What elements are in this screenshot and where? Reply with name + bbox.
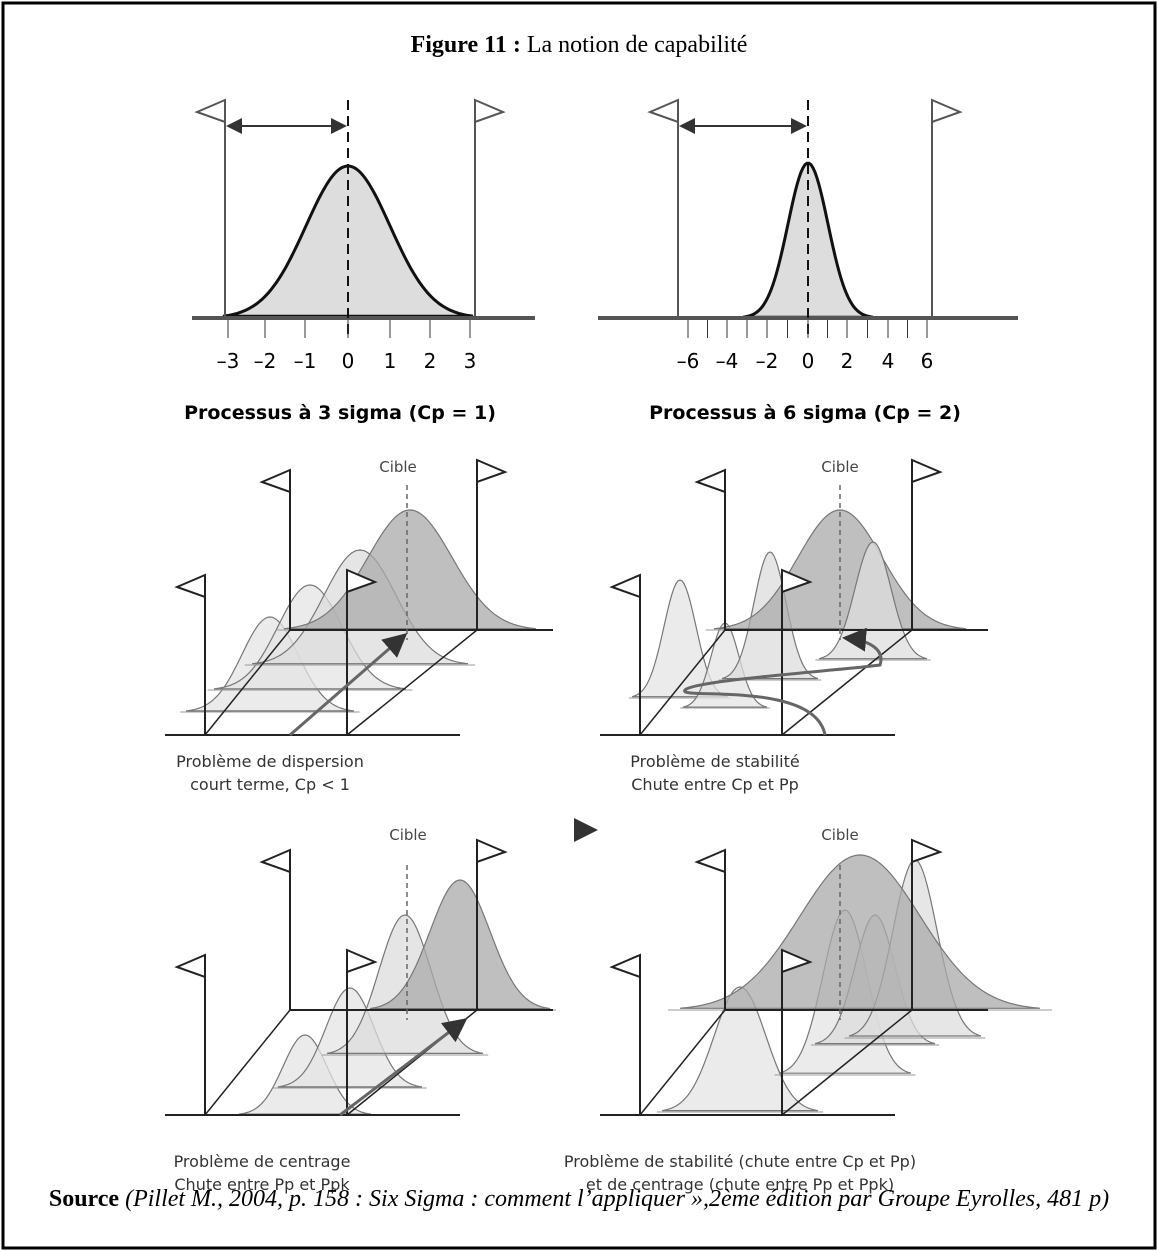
capability-diagram [165, 840, 556, 1115]
caption: Problème de dispersion [176, 752, 364, 771]
tick-label: –2 [254, 349, 277, 373]
flag [262, 470, 290, 492]
flag [650, 100, 678, 122]
flag [612, 575, 640, 597]
tick-label: –4 [716, 349, 739, 373]
distribution [680, 855, 1040, 1008]
caption: Processus à 6 sigma (Cp = 2) [649, 402, 961, 424]
caption: Processus à 3 sigma (Cp = 1) [184, 402, 496, 424]
flag [912, 460, 940, 482]
source-label: Source [49, 1186, 119, 1212]
tick-label: 4 [882, 349, 895, 373]
tick-label: 0 [802, 349, 815, 373]
target-label: Cible [389, 826, 427, 844]
tick-label: 1 [384, 349, 397, 373]
tick-label: 2 [424, 349, 437, 373]
flag [612, 955, 640, 977]
flag [177, 955, 205, 977]
target-label: Cible [379, 458, 417, 476]
flag [347, 950, 375, 972]
tick-label: 6 [921, 349, 934, 373]
target-label: Cible [821, 826, 859, 844]
target-label: Cible [821, 458, 859, 476]
tick-label: –1 [294, 349, 317, 373]
capability-diagram [165, 460, 553, 735]
process-diagram: –3 –2 –1 0 1 2 3 [192, 100, 535, 373]
tick-label: 2 [841, 349, 854, 373]
process-diagram: –6 –4 –2 0 2 4 6 [598, 100, 1018, 373]
flag [697, 850, 725, 872]
tick-label: –3 [217, 349, 240, 373]
caption: Chute entre Cp et Pp [631, 775, 799, 794]
tick-label: –2 [756, 349, 779, 373]
title-text: La notion de capabilité [527, 32, 748, 58]
caption: court terme, Cp < 1 [190, 775, 350, 794]
tick-label: 3 [464, 349, 477, 373]
flag [477, 840, 505, 862]
title-label: Figure 11 : [411, 32, 521, 58]
source-text: (Pillet M., 2004, p. 158 : Six Sigma : c… [125, 1186, 1109, 1212]
capability-diagram [595, 830, 1052, 1115]
figure: Figure 11 : La notion de capabilité Proc… [0, 0, 1158, 1251]
flag [197, 100, 225, 122]
capability-diagram [600, 460, 988, 735]
tick-label: –6 [677, 349, 700, 373]
flag [912, 840, 940, 862]
caption: Problème de stabilité (chute entre Cp et… [564, 1152, 916, 1171]
caption: Problème de stabilité [630, 752, 799, 771]
flag [262, 850, 290, 872]
page-border [3, 3, 1155, 1248]
source: Source (Pillet M., 2004, p. 158 : Six Si… [20, 1184, 1138, 1214]
flag [177, 575, 205, 597]
flag [477, 460, 505, 482]
figure-title: Figure 11 : La notion de capabilité [411, 32, 748, 58]
flag [697, 470, 725, 492]
flag [475, 100, 503, 122]
caption: Problème de centrage [174, 1152, 351, 1171]
page: Figure 11 : La notion de capabilité Proc… [0, 0, 1158, 1251]
tick-label: 0 [342, 349, 355, 373]
flag [932, 100, 960, 122]
